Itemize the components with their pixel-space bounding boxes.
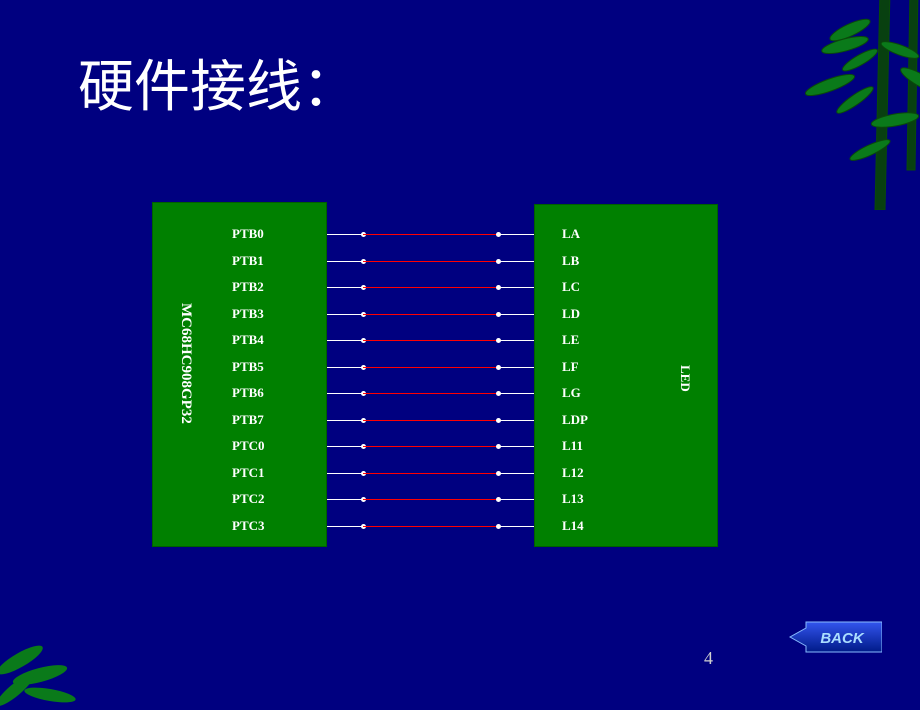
connection-wire [363,367,498,368]
pin-stub [498,234,534,235]
connection-wire [363,393,498,394]
pin-stub [327,420,363,421]
led-pin-label: LDP [562,412,588,428]
led-pin-label: LG [562,385,581,401]
connection-wire [363,287,498,288]
pin-stub [498,287,534,288]
pin-stub [498,261,534,262]
mcu-pin-label: PTC3 [232,518,265,534]
mcu-pin-label: PTB5 [232,359,264,375]
pin-stub [327,446,363,447]
title-text: 硬件接线： [78,57,358,119]
connection-wire [363,340,498,341]
connection-wire [363,473,498,474]
back-button[interactable]: BACK [788,618,882,656]
mcu-pin-label: PTC0 [232,438,265,454]
connection-wire [363,234,498,235]
mcu-pin-label: PTB6 [232,385,264,401]
mcu-pin-label: PTB0 [232,226,264,242]
bamboo-decoration-top [760,0,920,210]
led-chip-label: LED [677,365,693,392]
page-number: 4 [704,648,713,669]
led-pin-label: L12 [562,465,584,481]
mcu-pin-label: PTB7 [232,412,264,428]
connection-wire [363,499,498,500]
pin-stub [498,340,534,341]
pin-stub [498,420,534,421]
pin-stub [498,526,534,527]
pin-stub [498,314,534,315]
led-pin-label: L13 [562,491,584,507]
page-title: 硬件接线： [78,42,358,123]
back-button-label: BACK [820,630,864,647]
led-pin-label: LB [562,253,579,269]
led-pin-label: LD [562,306,580,322]
mcu-pin-label: PTB4 [232,332,264,348]
pin-stub [498,473,534,474]
pin-stub [327,234,363,235]
led-pin-label: L11 [562,438,583,454]
pin-stub [327,287,363,288]
mcu-pin-label: PTB2 [232,279,264,295]
connection-wire [363,314,498,315]
connection-wire [363,420,498,421]
pin-stub [327,393,363,394]
bamboo-decoration-bottom [0,560,140,710]
mcu-pin-label: PTB3 [232,306,264,322]
page-number-text: 4 [704,648,713,668]
pin-stub [498,393,534,394]
led-pin-label: LC [562,279,580,295]
led-pin-label: LF [562,359,579,375]
pin-stub [327,261,363,262]
mcu-chip-label: MC68HC908GP32 [177,303,194,424]
pin-stub [498,499,534,500]
pin-stub [327,499,363,500]
mcu-pin-label: PTB1 [232,253,264,269]
pin-stub [327,473,363,474]
led-pin-label: L14 [562,518,584,534]
pin-stub [498,446,534,447]
pin-stub [498,367,534,368]
mcu-pin-label: PTC1 [232,465,265,481]
connection-wire [363,446,498,447]
pin-stub [327,526,363,527]
mcu-pin-label: PTC2 [232,491,265,507]
led-pin-label: LA [562,226,580,242]
pin-stub [327,340,363,341]
connection-wire [363,261,498,262]
connection-wire [363,526,498,527]
pin-stub [327,367,363,368]
led-pin-label: LE [562,332,579,348]
pin-stub [327,314,363,315]
